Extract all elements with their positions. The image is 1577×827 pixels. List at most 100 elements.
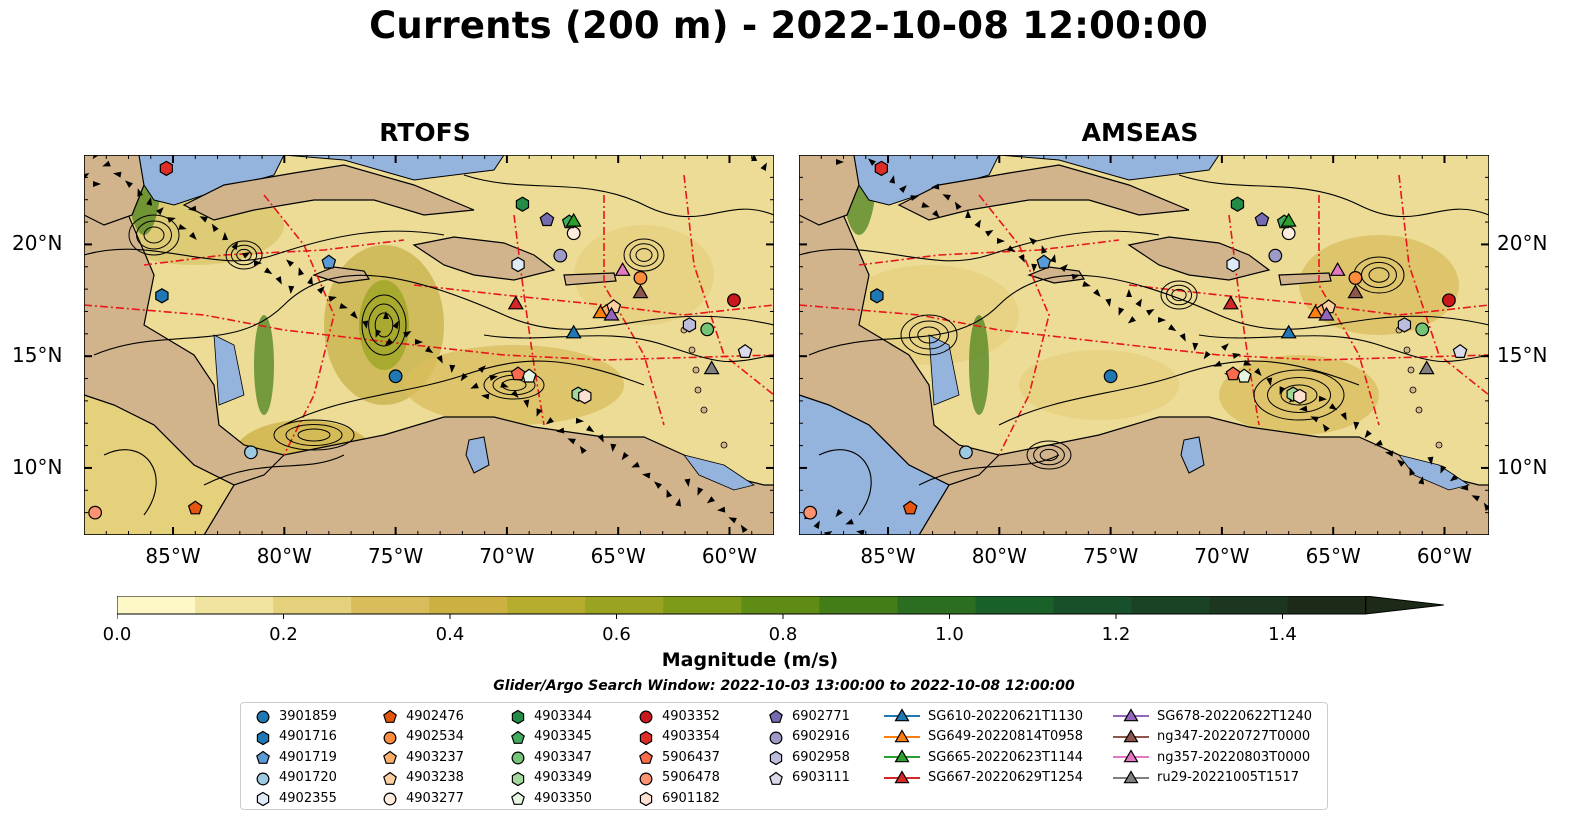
legend-symbol-triangle — [894, 728, 910, 742]
x-tick-label: 60°W — [701, 544, 758, 568]
colorbar-tick-label: 0.2 — [269, 624, 298, 645]
eez-boundary — [513, 214, 545, 426]
legend-item: SG678-20220622T1240 — [1113, 706, 1312, 726]
flow-arrow — [1322, 423, 1330, 432]
flow-arrow — [288, 285, 295, 294]
legend-label: SG667-20220629T1254 — [928, 770, 1084, 785]
legend-symbol-triangle — [894, 769, 910, 783]
flow-arrow — [910, 195, 919, 201]
legend-item: 6902958 — [768, 747, 850, 767]
marker-4903352 — [1442, 293, 1456, 308]
marker-4903347 — [700, 322, 715, 337]
flow-arrow — [1118, 307, 1125, 316]
eez-boundary — [799, 304, 1489, 361]
streamline — [998, 360, 1360, 426]
legend-item: 5906478 — [638, 768, 720, 788]
marker-4902355 — [1226, 256, 1240, 273]
eddy-streamline — [128, 214, 180, 256]
legend-marker — [1113, 708, 1149, 722]
legend-symbol-pentagon — [769, 771, 783, 785]
eddy-streamline — [1368, 267, 1390, 283]
legend-item: 4903345 — [510, 727, 592, 747]
legend-symbol-hexagon — [769, 750, 783, 766]
x-tick-label: 75°W — [1082, 544, 1139, 568]
marker-4902534 — [1348, 271, 1363, 285]
colorbar-bin — [819, 596, 898, 614]
marker-4903354 — [874, 160, 889, 177]
eddy-streamline — [623, 238, 665, 272]
eddy-streamline — [1280, 384, 1318, 406]
flow-arrow — [1460, 484, 1469, 491]
legend-label: 4901719 — [279, 749, 337, 765]
flow-arrow — [1093, 289, 1101, 297]
legend-marker — [884, 749, 920, 763]
flow-arrow — [470, 382, 479, 389]
legend-label: 4903344 — [534, 708, 592, 724]
legend-item: 4903350 — [510, 788, 592, 808]
legend-marker — [639, 791, 653, 807]
land-island — [1435, 441, 1443, 449]
flow-arrow — [1232, 352, 1241, 359]
flow-arrow — [350, 311, 358, 319]
flow-arrow — [586, 425, 595, 433]
marker-ng357-20220803T0000 — [614, 261, 631, 276]
legend-marker — [256, 772, 270, 785]
legend-item: 4903344 — [510, 706, 592, 726]
flow-arrow — [113, 171, 122, 178]
flow-arrow — [1427, 456, 1434, 465]
marker-6902771 — [1254, 212, 1270, 227]
flow-arrow — [1310, 416, 1319, 423]
flow-arrow — [579, 445, 587, 454]
flow-arrow — [167, 217, 176, 223]
flow-arrow — [500, 381, 509, 388]
eddy-streamline — [1039, 448, 1059, 462]
eez-boundary — [978, 194, 1050, 456]
flow-arrow — [931, 183, 940, 190]
y-tick-label-right: 15°N — [1497, 343, 1548, 368]
marker-6902958 — [1397, 317, 1412, 333]
flow-arrow — [845, 518, 854, 525]
legend-item: 4903354 — [638, 727, 720, 747]
marker-SG665-20220623T1144 — [565, 212, 582, 227]
flow-arrow — [1266, 377, 1273, 386]
marker-4902355 — [511, 256, 525, 273]
flow-arrow — [84, 172, 90, 180]
flow-arrow — [375, 329, 382, 338]
land-island — [1407, 366, 1415, 374]
marker-4901719 — [321, 254, 337, 269]
eddy-streamline — [374, 312, 394, 338]
flow-arrow — [1031, 263, 1038, 272]
legend-item: 4903347 — [510, 747, 592, 767]
lake — [928, 334, 960, 406]
flow-arrow — [932, 210, 940, 218]
lake-maracaibo — [1180, 436, 1205, 474]
legend-label: 6901182 — [662, 790, 720, 806]
eddy-streamline — [230, 244, 258, 266]
flow-arrow — [328, 296, 337, 302]
legend-item: 6902916 — [768, 727, 850, 747]
land-puerto-rico — [1278, 272, 1332, 286]
legend-label: 6902958 — [792, 749, 850, 765]
marker-6902916 — [1268, 248, 1283, 263]
legend-item: 4903237 — [382, 747, 464, 767]
marker-4903354 — [159, 160, 174, 177]
flow-arrow — [1374, 439, 1383, 446]
eddy-streamline — [1267, 377, 1331, 413]
land-island — [688, 346, 696, 354]
flow-arrow — [362, 320, 369, 329]
flow-arrow — [523, 399, 530, 408]
flow-arrow — [1168, 324, 1177, 332]
magnitude-patch — [1019, 350, 1179, 420]
x-tick-label: 65°W — [1305, 544, 1361, 568]
y-tick-label-right: 20°N — [1497, 231, 1548, 256]
colorbar-tick-label: 0.0 — [102, 624, 132, 645]
legend-item: 4903277 — [382, 788, 464, 808]
legend-label: SG665-20220623T1144 — [928, 749, 1084, 765]
flow-arrow — [642, 472, 651, 479]
flow-arrow — [317, 286, 325, 294]
flow-arrow — [383, 311, 390, 320]
flow-arrow — [899, 185, 907, 193]
flow-arrow — [1192, 342, 1199, 351]
legend-item: 4901720 — [255, 768, 337, 788]
flow-arrow — [653, 481, 662, 489]
